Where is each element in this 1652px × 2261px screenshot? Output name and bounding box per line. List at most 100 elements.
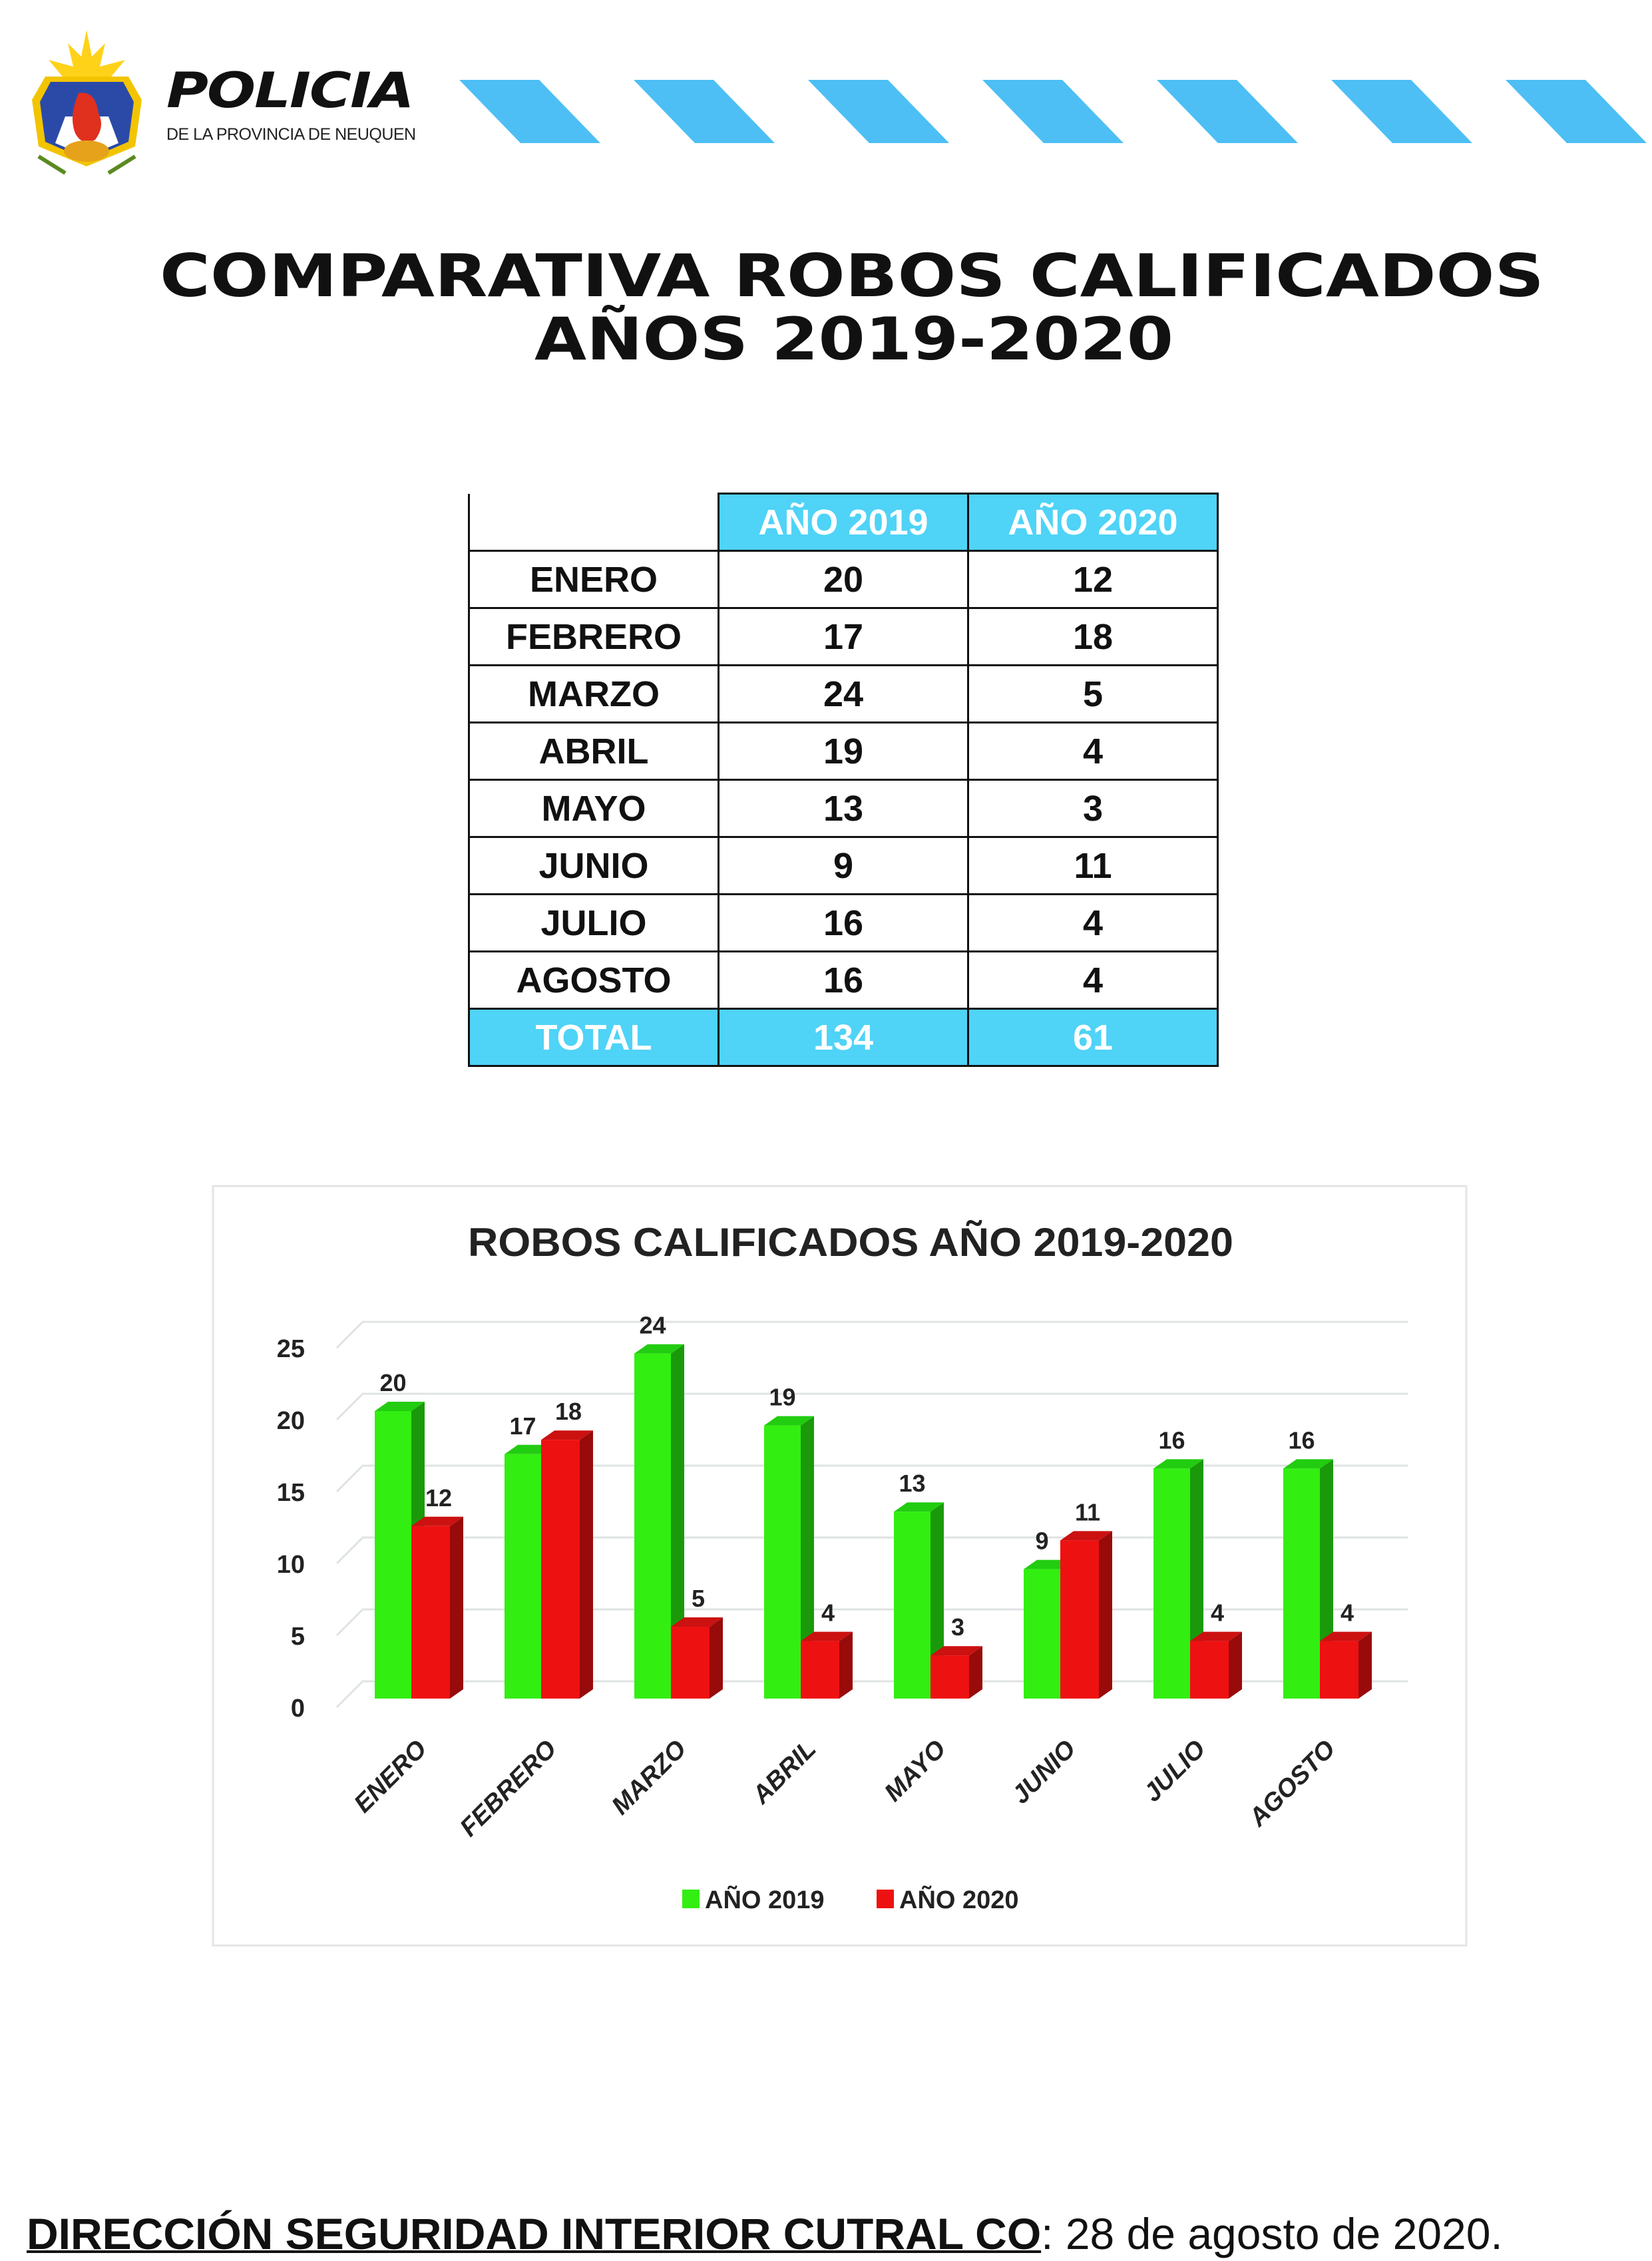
bar-side <box>969 1646 982 1699</box>
value-2019-cell: 16 <box>718 893 969 952</box>
legend-swatch <box>682 1890 700 1908</box>
bar-a-o-2020-agosto <box>1320 1641 1358 1699</box>
value-2020-cell: 4 <box>967 950 1219 1010</box>
footer-org: DIRECCIÓN SEGURIDAD INTERIOR CUTRAL CO <box>27 2209 1042 2258</box>
footer-date: : 28 de agosto de 2020. <box>1041 2209 1503 2258</box>
data-label: 11 <box>1075 1498 1100 1526</box>
bar-a-o-2019-febrero <box>505 1454 541 1699</box>
data-label: 17 <box>509 1412 536 1440</box>
value-2020-cell: 5 <box>967 664 1219 723</box>
bar-top <box>541 1430 593 1440</box>
brand-subtitle: DE LA PROVINCIA DE NEUQUEN <box>166 125 416 144</box>
bar-a-o-2019-julio <box>1153 1468 1190 1699</box>
bar-a-o-2019-mayo <box>894 1512 930 1699</box>
table-row: MARZO 24 5 <box>468 664 1219 723</box>
table-corner-cell <box>468 493 720 552</box>
bar-side <box>671 1344 684 1699</box>
value-2019-cell: 13 <box>718 779 969 838</box>
bar-a-o-2019-marzo <box>634 1353 671 1699</box>
bar-a-o-2019-abril <box>764 1425 801 1699</box>
table-row: FEBRERO 17 18 <box>468 607 1219 666</box>
table-row: JUNIO 9 11 <box>468 836 1219 895</box>
total-label: TOTAL <box>468 1008 720 1067</box>
value-2019-cell: 19 <box>718 721 969 781</box>
value-2019-cell: 24 <box>718 664 969 723</box>
bar-side <box>801 1416 814 1699</box>
data-label: 16 <box>1288 1426 1315 1454</box>
page-title-line1: COMPARATIVA ROBOS CALIFICADOS <box>160 242 1544 310</box>
stripe <box>1157 80 1298 143</box>
column-header: AÑO 2019 <box>718 493 969 552</box>
stripe <box>808 80 949 143</box>
brand-name: POLICIA <box>166 63 415 120</box>
value-2020-cell: 11 <box>967 836 1219 895</box>
column-header: AÑO 2020 <box>967 493 1219 552</box>
bar-top <box>634 1344 684 1354</box>
month-cell: JUNIO <box>468 836 720 895</box>
bar-top <box>1190 1631 1242 1641</box>
stripe <box>634 80 775 143</box>
table-row: ABRIL 19 4 <box>468 721 1219 781</box>
value-2019-cell: 9 <box>718 836 969 895</box>
bar-top <box>1283 1459 1333 1469</box>
total-2020: 61 <box>967 1008 1219 1067</box>
bar-side <box>450 1516 463 1699</box>
month-cell: AGOSTO <box>468 950 720 1010</box>
bar-a-o-2020-marzo <box>671 1627 710 1699</box>
month-cell: ENERO <box>468 550 720 609</box>
data-label: 4 <box>1341 1599 1354 1627</box>
table-row: ENERO 20 12 <box>468 550 1219 609</box>
bar-top <box>671 1617 723 1627</box>
data-label: 5 <box>692 1585 705 1612</box>
month-cell: ABRIL <box>468 721 720 781</box>
data-table: AÑO 2019 AÑO 2020 ENERO 20 12 FEBRERO 17 18 MA… <box>468 493 1219 1067</box>
table-header-row: AÑO 2019 AÑO 2020 <box>468 493 1219 552</box>
value-2019-cell: 17 <box>718 607 969 666</box>
bar-a-o-2020-abril <box>801 1641 839 1699</box>
table-row: JULIO 16 4 <box>468 893 1219 952</box>
page-title: COMPARATIVA ROBOS CALIFICADOS AÑOS 2019-… <box>160 242 1544 373</box>
page-title-line2: AÑOS 2019-2020 <box>534 305 1173 373</box>
table-row: MAYO 13 3 <box>468 779 1219 838</box>
data-label: 13 <box>899 1470 925 1497</box>
bar-top <box>764 1416 814 1426</box>
bar-top <box>894 1502 944 1512</box>
month-cell: MAYO <box>468 779 720 838</box>
y-tick-label: 10 <box>277 1551 305 1579</box>
value-2020-cell: 4 <box>967 721 1219 781</box>
month-cell: JULIO <box>468 893 720 952</box>
police-shield-logo <box>32 30 142 175</box>
bar-a-o-2020-junio <box>1060 1540 1099 1699</box>
bar-a-o-2019-agosto <box>1283 1468 1320 1699</box>
gridline <box>335 1536 1408 1565</box>
bar-a-o-2020-febrero <box>541 1440 580 1699</box>
data-label: 9 <box>1035 1528 1048 1555</box>
stripe <box>982 80 1124 143</box>
value-2020-cell: 3 <box>967 779 1219 838</box>
chart-title: ROBOS CALIFICADOS AÑO 2019-2020 <box>468 1220 1233 1265</box>
bar-side <box>580 1430 593 1699</box>
gridline <box>335 1392 1408 1421</box>
data-label: 19 <box>769 1384 795 1411</box>
footer: DIRECCIÓN SEGURIDAD INTERIOR CUTRAL CO: … <box>27 2208 1503 2259</box>
bar-a-o-2019-enero <box>375 1411 411 1699</box>
bar-top <box>1320 1631 1372 1641</box>
data-label: 4 <box>821 1599 835 1627</box>
bar-chart: ROBOS CALIFICADOS AÑO 2019-2020 0 5 10 15 20… <box>212 1185 1468 1947</box>
bar-top <box>1060 1531 1112 1541</box>
bar-side <box>839 1631 853 1699</box>
y-tick-label: 5 <box>291 1623 305 1651</box>
gridline <box>335 1321 1408 1349</box>
value-2019-cell: 16 <box>718 950 969 1010</box>
sun-rays-icon <box>49 30 125 80</box>
stripe <box>459 80 600 143</box>
bar-a-o-2020-mayo <box>930 1655 969 1699</box>
value-2020-cell: 12 <box>967 550 1219 609</box>
data-label: 3 <box>951 1613 964 1641</box>
bar-a-o-2020-julio <box>1190 1641 1229 1699</box>
month-cell: MARZO <box>468 664 720 723</box>
data-label: 18 <box>555 1398 582 1425</box>
table-total-row: TOTAL 134 61 <box>468 1008 1219 1067</box>
bar-top <box>375 1402 425 1411</box>
month-cell: FEBRERO <box>468 607 720 666</box>
